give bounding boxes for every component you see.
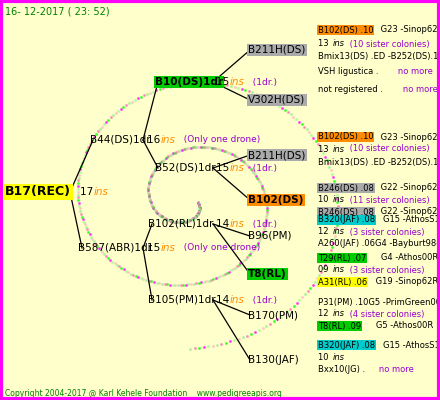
Text: (3 sister colonies): (3 sister colonies) xyxy=(347,228,424,236)
Text: 15: 15 xyxy=(147,243,164,253)
Text: G4 -Athos00R: G4 -Athos00R xyxy=(373,254,438,262)
Text: ins: ins xyxy=(332,144,345,154)
Text: 13: 13 xyxy=(318,144,331,154)
Text: ins: ins xyxy=(229,219,244,229)
Text: ins: ins xyxy=(332,310,345,318)
Text: G22 -Sinop62R: G22 -Sinop62R xyxy=(378,208,440,216)
Text: ins: ins xyxy=(229,163,244,173)
Text: B587(ABR)1dr: B587(ABR)1dr xyxy=(78,243,152,253)
Text: ins: ins xyxy=(332,352,345,362)
Text: 12: 12 xyxy=(318,228,331,236)
Text: Bmix13(DS) .ED -B252(DS).1x: Bmix13(DS) .ED -B252(DS).1x xyxy=(318,158,440,166)
Text: G5 -Athos00R: G5 -Athos00R xyxy=(368,322,433,330)
Text: G15 -AthosS180R: G15 -AthosS180R xyxy=(383,340,440,350)
Text: G23 -Sinop62R: G23 -Sinop62R xyxy=(378,26,440,34)
Text: (1dr.): (1dr.) xyxy=(247,296,277,304)
Text: B130(JAF): B130(JAF) xyxy=(248,355,299,365)
Text: ins: ins xyxy=(161,243,175,253)
Text: T8(RL) .09: T8(RL) .09 xyxy=(318,322,361,330)
Text: Copyright 2004-2017 @ Karl Kehele Foundation    www.pedigreeapis.org: Copyright 2004-2017 @ Karl Kehele Founda… xyxy=(5,390,282,398)
Text: (4 sister colonies): (4 sister colonies) xyxy=(347,310,424,318)
Text: ins: ins xyxy=(93,187,108,197)
Text: (1dr.): (1dr.) xyxy=(247,164,277,172)
Text: B44(DS)1dr: B44(DS)1dr xyxy=(90,135,150,145)
Text: 09: 09 xyxy=(318,266,331,274)
Text: B105(PM)1dr: B105(PM)1dr xyxy=(148,295,216,305)
Text: B96(PM): B96(PM) xyxy=(248,231,291,241)
Text: B52(DS)1dr: B52(DS)1dr xyxy=(155,163,216,173)
Text: 16- 12-2017 ( 23: 52): 16- 12-2017 ( 23: 52) xyxy=(5,7,110,17)
Text: 14: 14 xyxy=(216,219,232,229)
Text: not registered .: not registered . xyxy=(318,86,383,94)
Text: 15: 15 xyxy=(216,77,232,87)
Text: (3 sister colonies): (3 sister colonies) xyxy=(347,266,424,274)
Text: G22 -Sinop62R: G22 -Sinop62R xyxy=(378,184,440,192)
Text: ins: ins xyxy=(332,196,345,204)
Text: no more: no more xyxy=(390,68,433,76)
Text: (11 sister colonies): (11 sister colonies) xyxy=(347,196,429,204)
Text: 13: 13 xyxy=(318,40,331,48)
Text: no more: no more xyxy=(395,86,438,94)
Text: G19 -Sinop62R: G19 -Sinop62R xyxy=(373,278,438,286)
Text: B246(DS) .08: B246(DS) .08 xyxy=(318,184,374,192)
Text: 12: 12 xyxy=(318,310,331,318)
Text: 16: 16 xyxy=(147,135,164,145)
Text: B246(DS) .08: B246(DS) .08 xyxy=(318,208,374,216)
Text: G15 -AthosS180R: G15 -AthosS180R xyxy=(383,216,440,224)
Text: A260(JAF) .06G4 -Bayburt98-3: A260(JAF) .06G4 -Bayburt98-3 xyxy=(318,240,440,248)
Text: B320(JAF) .08: B320(JAF) .08 xyxy=(318,340,375,350)
Text: T29(RL) .07: T29(RL) .07 xyxy=(318,254,367,262)
Text: B102(DS): B102(DS) xyxy=(248,195,303,205)
Text: P31(PM) .10G5 -PrimGreen00: P31(PM) .10G5 -PrimGreen00 xyxy=(318,298,440,306)
Text: B170(PM): B170(PM) xyxy=(248,310,298,320)
Text: ins: ins xyxy=(332,266,345,274)
Text: 10: 10 xyxy=(318,196,331,204)
Text: (Only one drone): (Only one drone) xyxy=(178,244,260,252)
Text: B102(DS) .10: B102(DS) .10 xyxy=(318,132,374,142)
Text: (1dr.): (1dr.) xyxy=(247,78,277,86)
Text: (10 sister colonies): (10 sister colonies) xyxy=(347,40,429,48)
Text: B211H(DS): B211H(DS) xyxy=(248,45,305,55)
Text: ins: ins xyxy=(332,40,345,48)
Text: V302H(DS): V302H(DS) xyxy=(248,95,305,105)
Text: 15: 15 xyxy=(216,163,232,173)
Text: B10(DS)1dr: B10(DS)1dr xyxy=(155,77,223,87)
Text: G23 -Sinop62R: G23 -Sinop62R xyxy=(378,132,440,142)
Text: B102(RL)1dr: B102(RL)1dr xyxy=(148,219,213,229)
Text: (Only one drone): (Only one drone) xyxy=(178,136,260,144)
Text: B211H(DS): B211H(DS) xyxy=(248,150,305,160)
Text: Bmix13(DS) .ED -B252(DS).1x: Bmix13(DS) .ED -B252(DS).1x xyxy=(318,52,440,62)
Text: ins: ins xyxy=(229,77,244,87)
Text: B17(REC): B17(REC) xyxy=(5,186,71,198)
Text: VSH ligustica .: VSH ligustica . xyxy=(318,68,378,76)
Text: (10 sister colonies): (10 sister colonies) xyxy=(347,144,429,154)
Text: ins: ins xyxy=(229,295,244,305)
Text: (1dr.): (1dr.) xyxy=(247,220,277,228)
Text: 10: 10 xyxy=(318,352,331,362)
Text: no more: no more xyxy=(371,366,414,374)
Text: T8(RL): T8(RL) xyxy=(248,269,286,279)
Text: Bxx10(JG) .: Bxx10(JG) . xyxy=(318,366,365,374)
Text: 14: 14 xyxy=(216,295,232,305)
Text: B102(DS) .10: B102(DS) .10 xyxy=(318,26,374,34)
Text: 17: 17 xyxy=(80,187,96,197)
Text: ins: ins xyxy=(332,228,345,236)
Text: ins: ins xyxy=(161,135,175,145)
Text: B320(JAF) .08: B320(JAF) .08 xyxy=(318,216,375,224)
Text: A31(RL) .06: A31(RL) .06 xyxy=(318,278,367,286)
